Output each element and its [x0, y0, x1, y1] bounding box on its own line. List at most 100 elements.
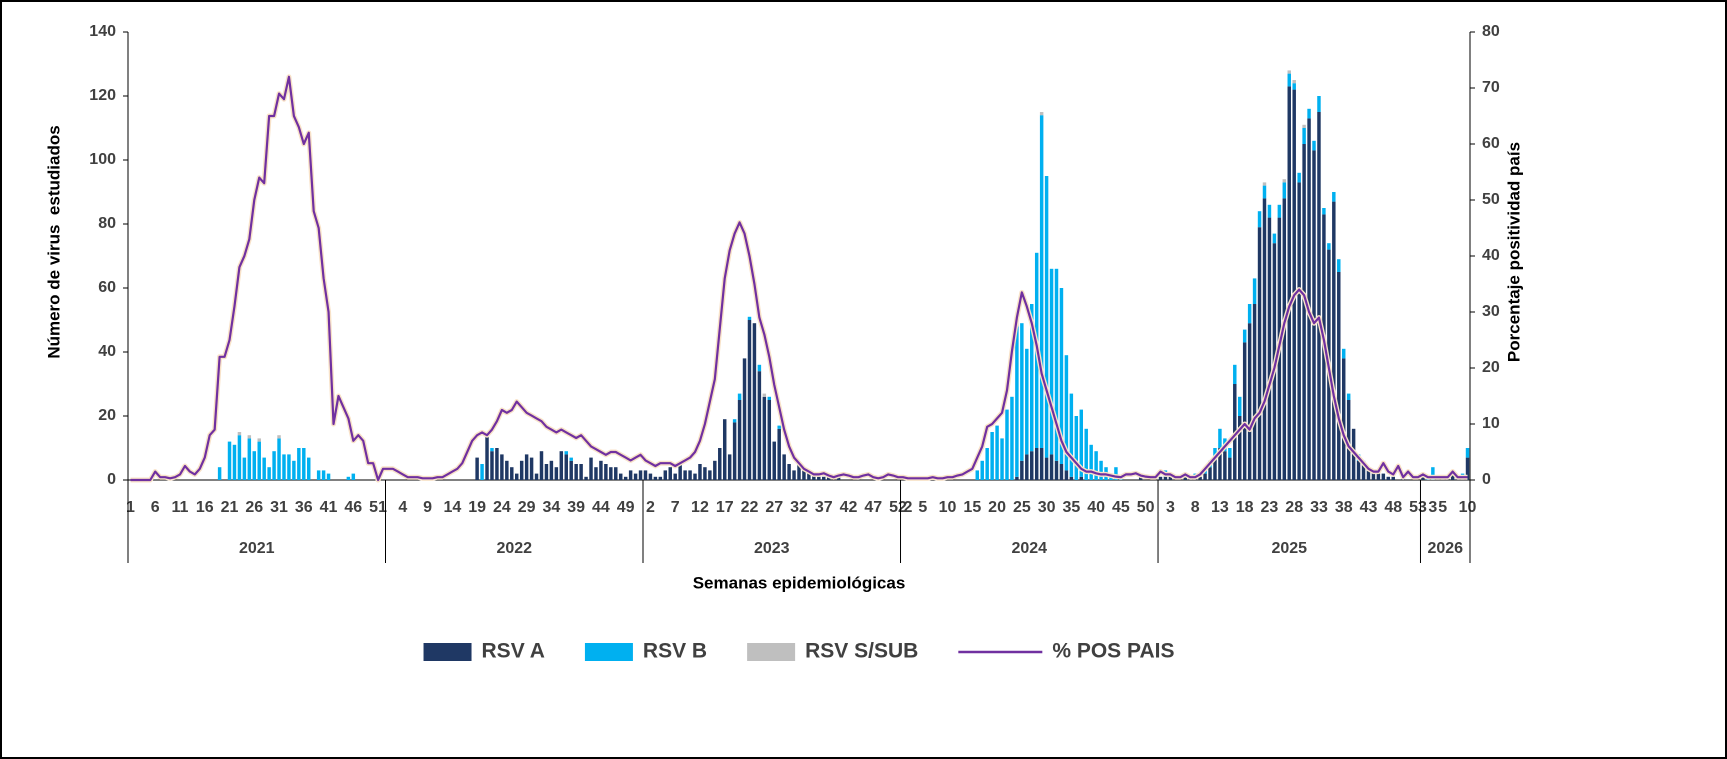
x-tick-label: 48: [1384, 499, 1402, 516]
bar: [346, 476, 351, 480]
bar: [227, 441, 232, 480]
bar: [1247, 323, 1252, 480]
y2-tick-label: 60: [1482, 135, 1500, 152]
bar: [1242, 329, 1247, 343]
y-tick-label: 140: [89, 23, 116, 40]
bar: [722, 419, 727, 480]
bar: [767, 400, 772, 480]
bar: [519, 460, 524, 480]
x-tick-label: 10: [1459, 499, 1477, 516]
bar: [1237, 396, 1242, 416]
bar: [747, 316, 752, 320]
bar: [500, 454, 504, 480]
bar: [321, 470, 326, 480]
x-tick-label: 42: [840, 499, 858, 516]
bar: [614, 467, 618, 480]
bar: [1054, 268, 1059, 461]
bar: [1094, 451, 1098, 480]
bar: [1297, 172, 1301, 183]
x-tick-label: 37: [815, 499, 833, 516]
bar: [544, 464, 549, 480]
bar: [1322, 208, 1326, 215]
y2-tick-label: 30: [1482, 303, 1500, 320]
bar: [1054, 460, 1059, 480]
bar: [762, 396, 767, 480]
x-tick-label: 33: [1310, 499, 1328, 516]
x-tick-label: 5: [1438, 499, 1447, 516]
y2-tick-label: 0: [1482, 471, 1491, 488]
bar: [792, 470, 796, 480]
x-tick-label: 50: [1137, 499, 1155, 516]
bar: [569, 457, 573, 461]
y-axis-title: Número de virus estudiados: [44, 125, 63, 358]
bar: [653, 476, 658, 480]
bar: [1030, 451, 1034, 480]
bar: [643, 470, 648, 480]
bar: [1252, 278, 1257, 304]
bar: [757, 364, 762, 372]
bar: [574, 464, 578, 480]
bar: [1074, 416, 1079, 480]
x-tick-label: 41: [320, 499, 338, 516]
x-tick-label: 7: [671, 499, 680, 516]
legend-label: % POS PAIS: [1052, 640, 1174, 663]
bar: [1332, 192, 1336, 202]
y-tick-label: 120: [89, 87, 116, 104]
bar: [1030, 304, 1034, 452]
bar: [217, 467, 222, 480]
bar: [1267, 204, 1272, 218]
x-tick-label: 8: [1191, 499, 1200, 516]
x-tick-label: 21: [221, 499, 239, 516]
bar: [1366, 467, 1371, 480]
x-tick-label: 44: [592, 499, 610, 516]
bar: [663, 470, 668, 480]
legend-label: RSV S/SUB: [805, 640, 918, 663]
bar: [628, 470, 633, 480]
year-label: 2025: [1271, 540, 1307, 557]
bar: [1213, 448, 1217, 458]
bar: [247, 435, 252, 439]
bar: [718, 448, 722, 480]
bar: [727, 454, 732, 480]
x-tick-label: 15: [963, 499, 981, 516]
bar: [1039, 448, 1044, 480]
x-tick-label: 6: [151, 499, 160, 516]
x-tick-label: 13: [1211, 499, 1229, 516]
bar: [1312, 140, 1316, 151]
bar: [1257, 211, 1262, 228]
bar: [1208, 467, 1212, 480]
bar: [252, 451, 257, 480]
bar: [515, 473, 519, 480]
legend-label: RSV A: [482, 640, 545, 663]
bar: [316, 470, 321, 480]
bar: [752, 323, 757, 480]
bar: [1465, 457, 1470, 480]
bar: [1223, 451, 1227, 480]
y-tick-label: 0: [107, 471, 116, 488]
bar: [990, 432, 994, 480]
legend-symbol: [423, 643, 472, 661]
x-tick-label: 3: [1166, 499, 1175, 516]
bar: [1198, 476, 1202, 480]
legend-symbol: [747, 643, 796, 661]
x-axis-title: Semanas epidemiológicas: [693, 573, 906, 592]
bar: [1039, 112, 1044, 116]
bar: [1287, 70, 1291, 74]
bar: [1163, 476, 1168, 480]
bar: [1282, 198, 1287, 480]
x-tick-label: 30: [1038, 499, 1056, 516]
bar: [618, 473, 623, 480]
bar: [485, 435, 489, 480]
bar: [1302, 124, 1306, 128]
bar: [490, 448, 494, 452]
bar: [688, 470, 692, 480]
bar: [1168, 476, 1173, 480]
x-tick-label: 52: [889, 499, 907, 516]
x-tick-label: 24: [493, 499, 511, 516]
bar: [777, 428, 781, 480]
bar: [307, 457, 311, 480]
x-tick-label: 51: [369, 499, 387, 516]
bar: [302, 448, 306, 480]
x-tick-label: 22: [741, 499, 759, 516]
